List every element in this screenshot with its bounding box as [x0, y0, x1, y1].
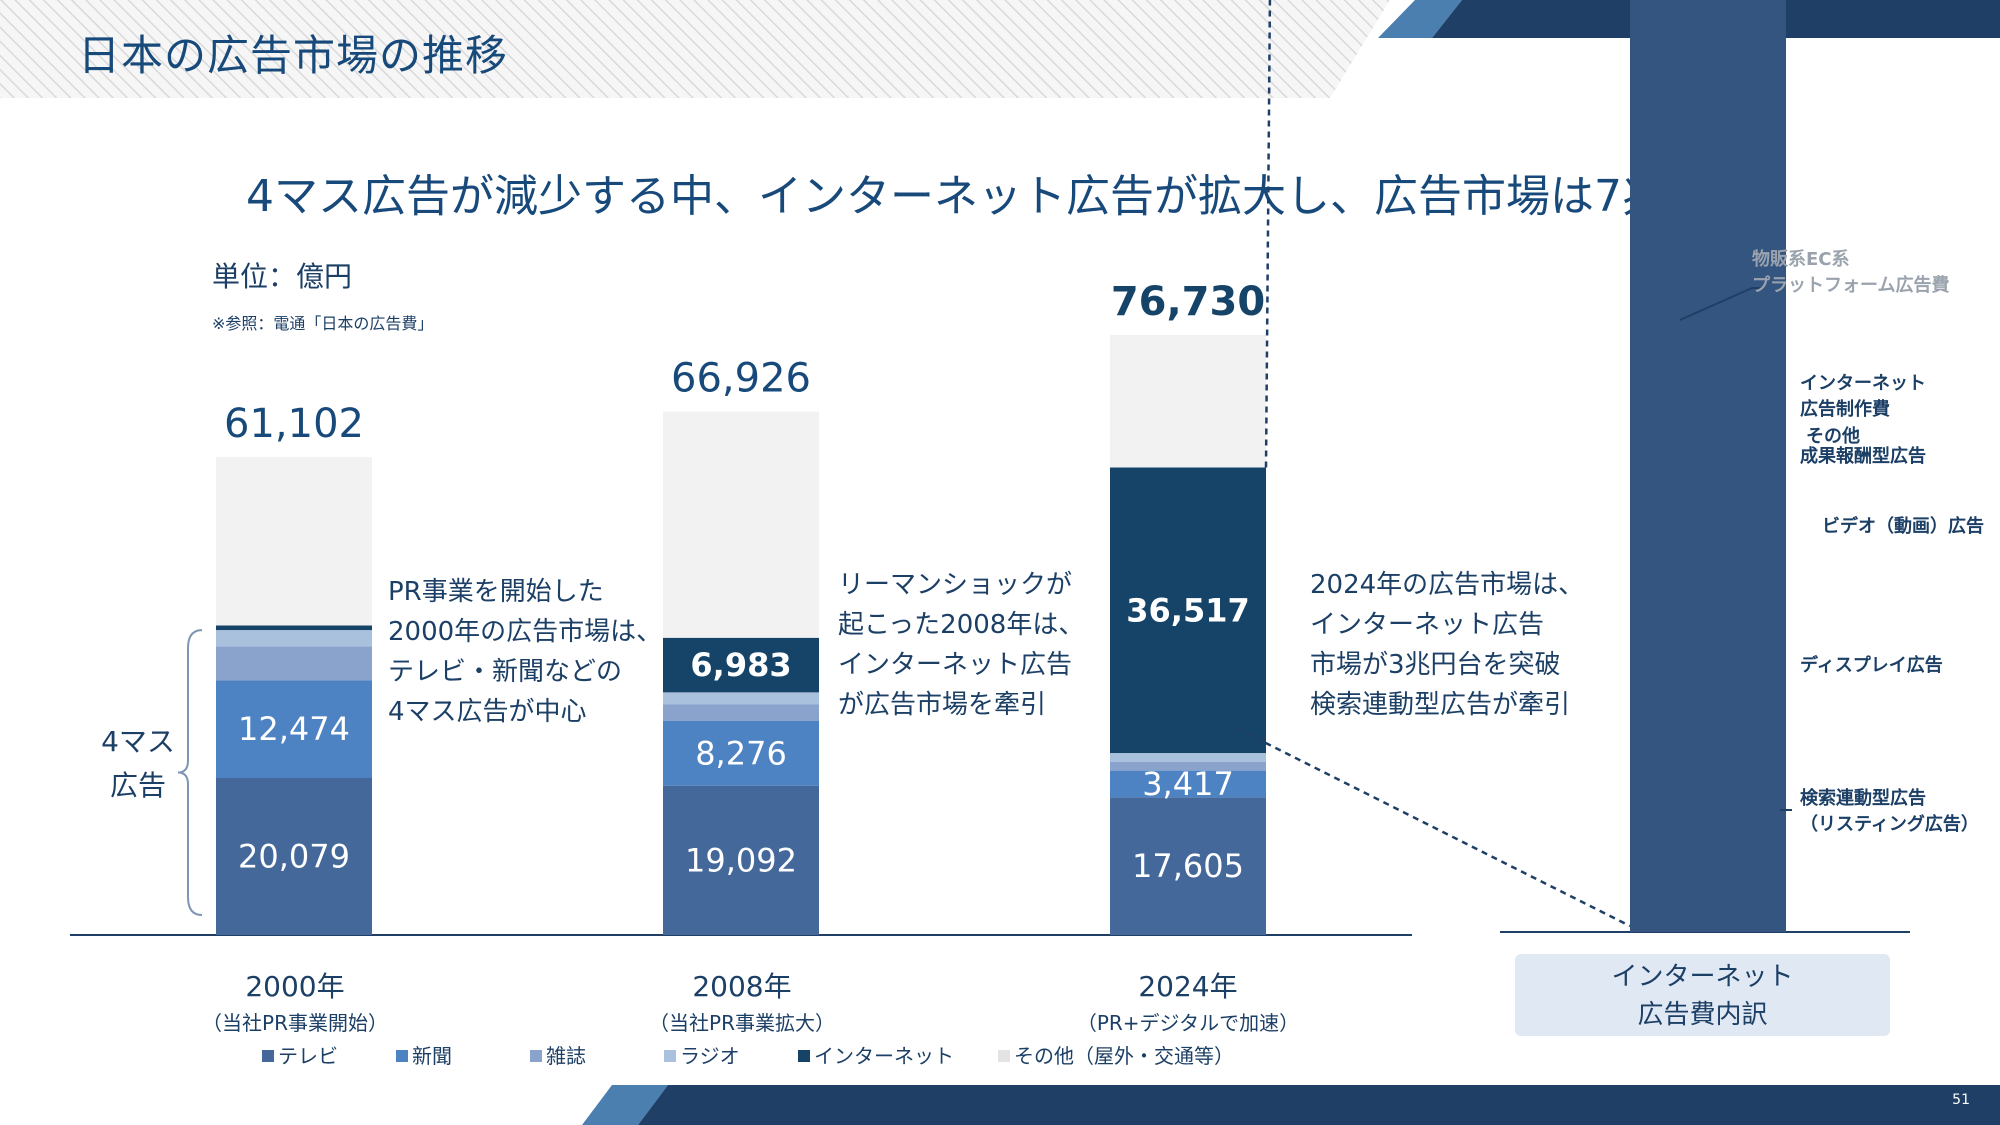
- bar-segment-2: [216, 646, 372, 681]
- bar-segment-0: [216, 777, 372, 935]
- legend-item-radio: ラジオ: [664, 1040, 740, 1069]
- bar-segment-3: [1110, 753, 1266, 762]
- breakdown-label-display: ディスプレイ広告: [1800, 655, 1943, 676]
- x-tick-label: 2000年: [245, 970, 345, 1003]
- bar-value-label: 8,276: [695, 734, 787, 772]
- x-tick-note: （当社PR事業拡大）: [649, 1011, 835, 1035]
- source-note: ※参照：電通「日本の広告費」: [212, 314, 434, 333]
- x-tick-label: 2024年: [1138, 970, 1238, 1003]
- connector-line-top: [1264, 0, 1272, 468]
- connector-line-bottom: [1235, 726, 1631, 928]
- bar-segment-4: [1110, 467, 1266, 754]
- x-label-2024: 2024年 （PR+デジタルで加速）: [1038, 965, 1338, 1036]
- bar-segment-5: [216, 457, 372, 626]
- legend-item-internet: インターネット: [798, 1040, 954, 1069]
- legend-item-magazine: 雑誌: [530, 1040, 586, 1069]
- legend-text: テレビ: [278, 1044, 338, 1068]
- slide-headline: 4マス広告が減少する中、インターネット広告が拡大し、広告市場は7兆円に: [246, 171, 1754, 222]
- legend-swatch: [664, 1050, 676, 1062]
- x-label-2008: 2008年 （当社PR事業拡大）: [592, 965, 892, 1036]
- bar-segment-1: [216, 680, 372, 778]
- bar-segment-3: [663, 692, 819, 705]
- bar-total-label: 76,730: [1111, 279, 1265, 325]
- bar-total-label: 66,926: [671, 356, 811, 402]
- legend-text: 新聞: [412, 1044, 452, 1068]
- bar-segment-4: [216, 625, 372, 631]
- annotation-2000: PR事業を開始した 2000年の広告市場は、 テレビ・新聞などの 4マス広告が中…: [388, 577, 663, 727]
- breakdown-label-search: 検索連動型広告 （リスティング広告）: [1800, 788, 1979, 835]
- bar-segment-0: [1110, 797, 1266, 935]
- chart-legend: テレビ 新聞 雑誌 ラジオ インターネット その他（屋外・交通等）: [262, 1040, 1312, 1068]
- breakdown-label-ec-platform: 物販系EC系 プラットフォーム広告費: [1752, 249, 1950, 296]
- x-tick-note: （PR+デジタルで加速）: [1076, 1011, 1300, 1035]
- bar-segment-0: [663, 785, 819, 935]
- mass-media-brace-label: 4マス 広告: [101, 725, 175, 802]
- footer-navy-band: [638, 1085, 2000, 1125]
- legend-swatch: [530, 1050, 542, 1062]
- header-hatch-band: [0, 0, 1390, 98]
- x-tick-note: （当社PR事業開始）: [202, 1011, 388, 1035]
- header-accent-band: [1378, 0, 1462, 38]
- bar-value-label: 17,605: [1132, 847, 1244, 885]
- annotation-2024: 2024年の広告市場は、 インターネット広告 市場が3兆円台を突破 検索連動型広…: [1310, 570, 1585, 720]
- bar-segment-1: [663, 720, 819, 786]
- unit-label: 単位：億円: [212, 260, 353, 293]
- internet-breakdown-title: インターネット 広告費内訳: [1515, 954, 1890, 1036]
- legend-text: その他（屋外・交通等）: [1014, 1044, 1234, 1068]
- legend-swatch: [798, 1050, 810, 1062]
- bar-segment-5: [663, 411, 819, 638]
- bar-segment-4: [663, 637, 819, 693]
- bar-segment-2: [1110, 761, 1266, 771]
- legend-item-newspaper: 新聞: [396, 1040, 452, 1069]
- x-tick-label: 2008年: [692, 970, 792, 1003]
- breakdown-label-performance: 成果報酬型広告: [1800, 446, 1926, 467]
- legend-swatch: [262, 1050, 274, 1062]
- breakdown-label-video: ビデオ（動画）広告: [1822, 516, 1984, 537]
- legend-text: インターネット: [814, 1044, 954, 1068]
- footer-accent-band: [582, 1085, 668, 1125]
- page-title: 日本の広告市場の推移: [78, 31, 509, 80]
- legend-swatch: [396, 1050, 408, 1062]
- breakdown-label-production: インターネット 広告制作費: [1800, 373, 1926, 420]
- legend-item-tv: テレビ: [262, 1040, 338, 1069]
- leader-ec-platform: [1679, 287, 1762, 321]
- legend-text: ラジオ: [680, 1044, 740, 1068]
- bar-segment-2: [663, 704, 819, 721]
- bar-segment-3: [216, 630, 372, 647]
- bar-value-label: 19,092: [685, 841, 797, 879]
- bar-value-label: 3,417: [1142, 765, 1234, 803]
- bar-segment-1: [1110, 770, 1266, 798]
- bar-value-label: 12,474: [238, 710, 350, 748]
- legend-swatch: [998, 1050, 1010, 1062]
- legend-item-other: その他（屋外・交通等）: [998, 1040, 1234, 1069]
- x-label-2000: 2000年 （当社PR事業開始）: [145, 965, 445, 1036]
- breakdown-segment-0: [1630, 0, 1786, 932]
- bar-segment-5: [1110, 335, 1266, 468]
- breakdown-label-other: その他: [1806, 426, 1860, 447]
- legend-text: 雑誌: [546, 1044, 586, 1068]
- bar-value-label: 20,079: [238, 837, 350, 875]
- page-number: 51: [1952, 1092, 1970, 1108]
- bar-total-label: 61,102: [224, 401, 364, 447]
- bar-value-label: 36,517: [1126, 591, 1249, 629]
- mass-media-brace: [177, 629, 203, 916]
- bar-value-label: 6,983: [690, 646, 791, 684]
- annotation-2008: リーマンショックが 起こった2008年は、 インターネット広告 が広告市場を牽引: [838, 570, 1085, 720]
